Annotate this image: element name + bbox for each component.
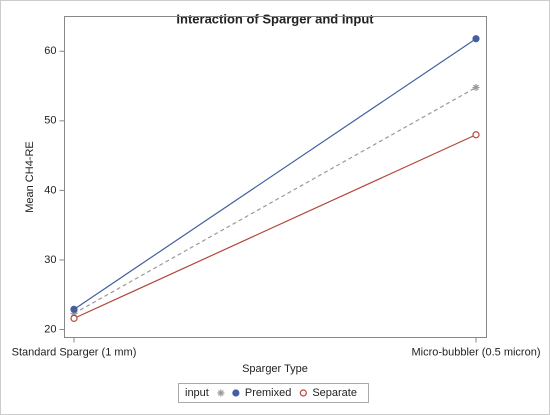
- legend-label: Separate: [312, 387, 357, 399]
- y-tick-label: 20: [44, 323, 56, 335]
- series-line: [73, 134, 477, 319]
- y-tick-label: 40: [44, 184, 56, 196]
- plot-area: [64, 16, 487, 338]
- point: [70, 310, 78, 318]
- point: [472, 131, 480, 139]
- point: [70, 305, 78, 313]
- point: [472, 35, 480, 43]
- legend: [178, 383, 369, 403]
- legend-marker: [217, 389, 225, 397]
- legend-marker: [299, 389, 307, 397]
- point: [472, 83, 480, 91]
- x-tick-label: Micro-bubbler (0.5 micron): [412, 346, 541, 358]
- chart-title: Interaction of Sparger and Input: [176, 11, 374, 26]
- point: [70, 314, 78, 322]
- legend-label: Premixed: [245, 387, 291, 399]
- x-axis-label: Sparger Type: [242, 363, 308, 375]
- y-tick-label: 30: [44, 254, 56, 266]
- y-axis-label: Mean CH4-RE: [24, 141, 36, 213]
- series-line: [73, 38, 477, 310]
- legend-marker: [232, 389, 240, 397]
- y-tick-label: 60: [44, 45, 56, 57]
- x-tick-label: Standard Sparger (1 mm): [12, 346, 137, 358]
- legend-title: input: [185, 387, 209, 399]
- y-tick-label: 50: [44, 115, 56, 127]
